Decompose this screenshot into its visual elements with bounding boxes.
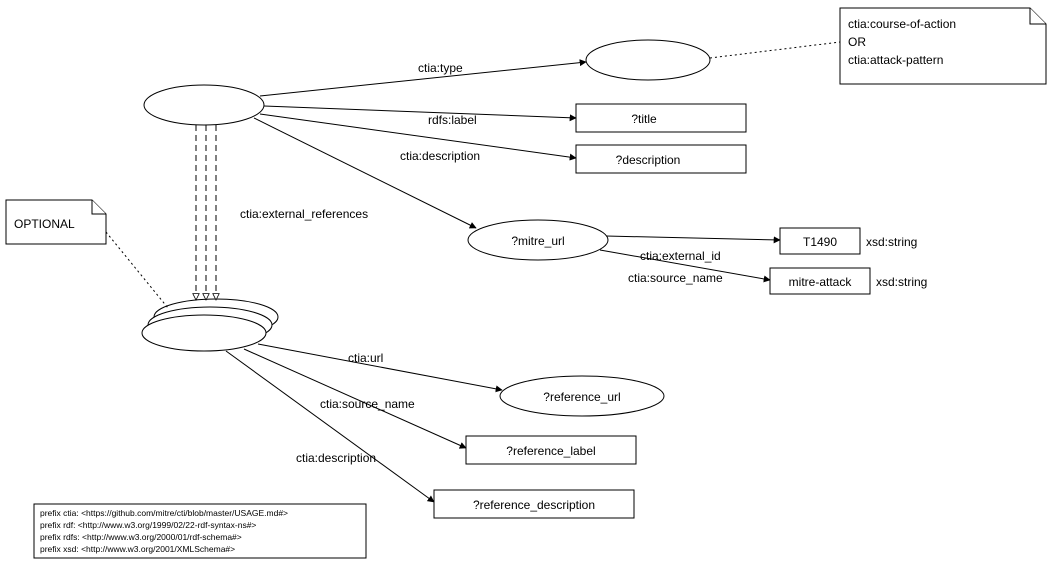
rdf-diagram: ctia:course-of-action OR ctia:attack-pat… xyxy=(0,0,1061,566)
note-coa: ctia:course-of-action OR ctia:attack-pat… xyxy=(840,8,1046,84)
description-var: ?description xyxy=(616,153,681,167)
edge-extref-label: ctia:external_references xyxy=(240,207,368,221)
edge-label-label: rdfs:label xyxy=(428,113,477,127)
prefix-xsd: prefix xsd: <http://www.w3.org/2001/XMLS… xyxy=(40,544,235,554)
prefix-rdfs: prefix rdfs: <http://www.w3.org/2000/01/… xyxy=(40,532,242,542)
title-var: ?title xyxy=(631,112,657,126)
title-box xyxy=(576,104,746,132)
subject-node xyxy=(144,85,264,125)
mitre-attack-literal: mitre-attack xyxy=(789,275,853,289)
prefix-rdf: prefix rdf: <http://www.w3.org/1999/02/2… xyxy=(40,520,256,530)
type-class-node xyxy=(586,40,710,80)
edge-ref-description xyxy=(226,351,434,502)
edge-source-name-ref-label: ctia:source_name xyxy=(320,397,415,411)
note-coa-line1: ctia:course-of-action xyxy=(848,17,956,31)
prefix-box: prefix ctia: <https://github.com/mitre/c… xyxy=(34,504,366,558)
edge-description-label: ctia:description xyxy=(400,149,480,163)
note-optional-text: OPTIONAL xyxy=(14,217,75,231)
mitre-url-var: ?mitre_url xyxy=(511,234,564,248)
note-optional: OPTIONAL xyxy=(6,200,106,244)
edge-ref-description-label: ctia:description xyxy=(296,451,376,465)
note-coa-line3: ctia:attack-pattern xyxy=(848,53,943,67)
edge-type-label: ctia:type xyxy=(418,61,463,75)
ext-ref-node xyxy=(142,315,266,351)
link-optional xyxy=(106,232,168,308)
edge-label xyxy=(264,106,576,118)
xsd-string-1: xsd:string xyxy=(866,235,917,249)
t1490-literal: T1490 xyxy=(803,235,837,249)
reference-label-var: ?reference_label xyxy=(506,444,595,458)
reference-url-var: ?reference_url xyxy=(543,390,620,404)
xsd-string-2: xsd:string xyxy=(876,275,927,289)
prefix-ctia: prefix ctia: <https://github.com/mitre/c… xyxy=(40,508,288,518)
edge-external-id xyxy=(606,236,780,240)
note-coa-line2: OR xyxy=(848,35,866,49)
edge-url-label: ctia:url xyxy=(348,351,383,365)
reference-description-var: ?reference_description xyxy=(473,498,595,512)
edge-external-id-label: ctia:external_id xyxy=(640,249,721,263)
edge-source-name-mitre-label: ctia:source_name xyxy=(628,271,723,285)
link-coa xyxy=(710,42,840,58)
